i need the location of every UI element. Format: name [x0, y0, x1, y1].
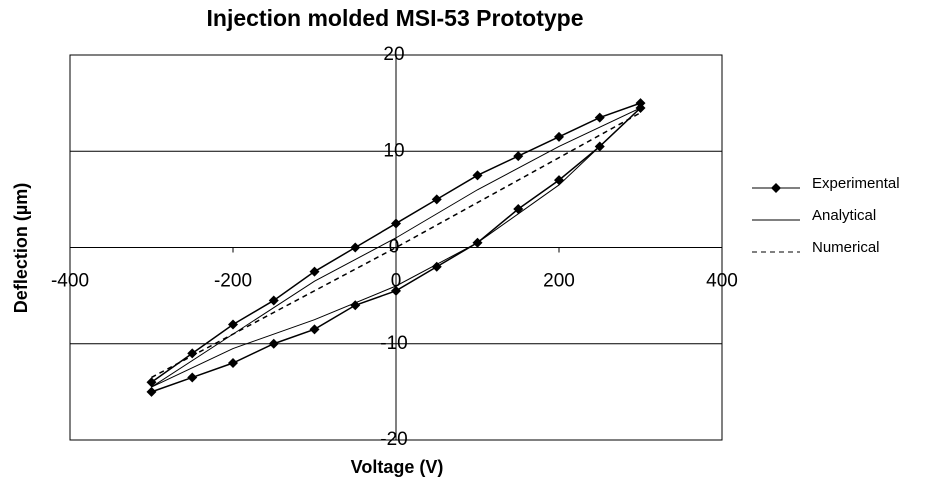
marker [513, 151, 524, 162]
marker [350, 300, 361, 311]
legend-label: Analytical [812, 207, 876, 224]
marker [350, 242, 361, 253]
x-tick-label: 400 [706, 271, 738, 292]
x-tick-label: -400 [51, 271, 89, 292]
marker [187, 348, 198, 359]
y-tick-label: 20 [383, 44, 404, 65]
y-axis-label: Deflection (µm) [11, 183, 31, 313]
chart-title: Injection molded MSI-53 Prototype [207, 5, 584, 31]
y-tick-label: 10 [383, 140, 404, 161]
marker [228, 319, 238, 330]
marker [228, 358, 238, 368]
marker [268, 295, 279, 306]
y-tick-label: -20 [380, 429, 407, 450]
series-line [151, 107, 641, 388]
marker [472, 170, 483, 181]
x-tick-label: 200 [543, 271, 575, 292]
marker [635, 98, 646, 109]
x-tick-label: -200 [214, 271, 252, 292]
legend-label: Numerical [812, 239, 880, 256]
legend-label: Experimental [812, 175, 900, 192]
series-line [151, 112, 641, 379]
marker [554, 131, 564, 142]
marker [146, 377, 157, 388]
marker [391, 218, 401, 229]
marker [431, 194, 442, 205]
marker [146, 386, 157, 397]
y-tick-label: -10 [380, 333, 407, 354]
y-tick-label: 0 [389, 237, 400, 258]
marker [391, 285, 401, 296]
marker [268, 338, 279, 349]
marker [187, 372, 198, 383]
marker [309, 266, 320, 277]
marker [594, 112, 605, 123]
legend-marker [771, 183, 781, 193]
marker [431, 261, 442, 272]
x-axis-label: Voltage (V) [351, 457, 444, 477]
marker [309, 324, 320, 335]
